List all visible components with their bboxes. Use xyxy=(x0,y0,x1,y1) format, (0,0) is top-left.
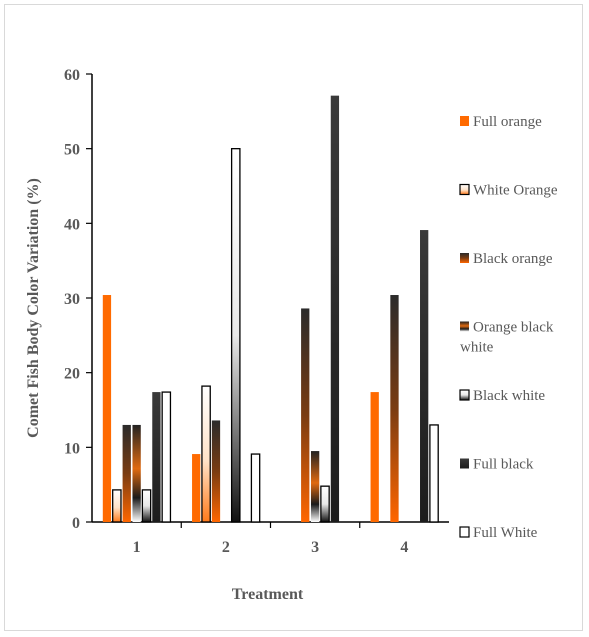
x-tick-label: 4 xyxy=(400,539,408,556)
y-tick-label: 40 xyxy=(64,216,80,233)
bar-chart: 0 10 20 30 40 50 60 1 2 3 4 Treatment Comet Fish Bod… xyxy=(25,67,558,603)
legend-swatch xyxy=(460,116,469,126)
legend-label-line: Orange black xyxy=(473,320,554,336)
bar-full-black xyxy=(152,392,161,522)
x-axis-title: Treatment xyxy=(232,586,304,603)
y-tick-label: 30 xyxy=(64,291,80,308)
legend-swatch xyxy=(459,526,470,538)
legend-swatch xyxy=(459,389,470,401)
bar-black-white xyxy=(320,485,330,523)
bar-black-orange xyxy=(211,420,221,522)
legend-swatch xyxy=(460,321,469,332)
x-tick-label: 1 xyxy=(133,539,141,556)
legend-swatch xyxy=(459,183,470,196)
legend-label: Black white xyxy=(473,388,545,404)
bar-black-orange xyxy=(390,295,399,522)
y-tick-label: 0 xyxy=(72,515,80,532)
legend-swatch xyxy=(460,253,469,263)
bar-orange-black-white xyxy=(132,424,141,522)
y-tick-label: 60 xyxy=(64,67,80,84)
legend-label: Full White xyxy=(473,525,538,541)
bar-full-white xyxy=(161,391,172,523)
legend-label: White Orange xyxy=(473,183,558,199)
y-axis-title: Comet Fish Body Color Variation (%) xyxy=(25,178,42,438)
bar-white-orange xyxy=(112,489,122,523)
bar-full-orange xyxy=(192,454,201,522)
legend-label: Full black xyxy=(473,457,534,473)
legend-label: Full orange xyxy=(473,114,542,130)
bar-white-orange xyxy=(201,385,211,523)
bar-full-orange xyxy=(102,295,112,522)
plot-area: 0 10 20 30 40 50 60 1 2 3 4 Treatment Comet Fish Bod… xyxy=(25,67,449,603)
bar-black-white xyxy=(141,489,152,523)
y-tick-label: 20 xyxy=(64,366,80,383)
bar-black-orange xyxy=(301,308,310,522)
legend-label: Orange black white xyxy=(460,320,554,356)
bar-black-orange xyxy=(122,424,131,522)
bar-full-black xyxy=(420,230,429,522)
x-tick-label: 3 xyxy=(311,539,319,556)
bar-full-white xyxy=(429,424,439,523)
y-tick-label: 10 xyxy=(64,440,80,457)
legend: Full orange White Orange Black orange Orang… xyxy=(459,114,558,541)
bar-full-orange xyxy=(370,392,379,522)
legend-label-line: white xyxy=(460,340,494,356)
legend-label: Black orange xyxy=(473,251,553,267)
legend-swatch xyxy=(460,458,469,469)
bar-full-black xyxy=(330,95,340,523)
bar-full-white xyxy=(250,453,261,523)
y-tick-label: 50 xyxy=(64,142,80,159)
chart-frame: 0 10 20 30 40 50 60 1 2 3 4 Treatment Comet Fish Bod… xyxy=(4,4,583,631)
bar-black-white xyxy=(230,148,241,523)
bar-orange-black-white xyxy=(310,451,320,522)
x-tick-label: 2 xyxy=(222,539,230,556)
